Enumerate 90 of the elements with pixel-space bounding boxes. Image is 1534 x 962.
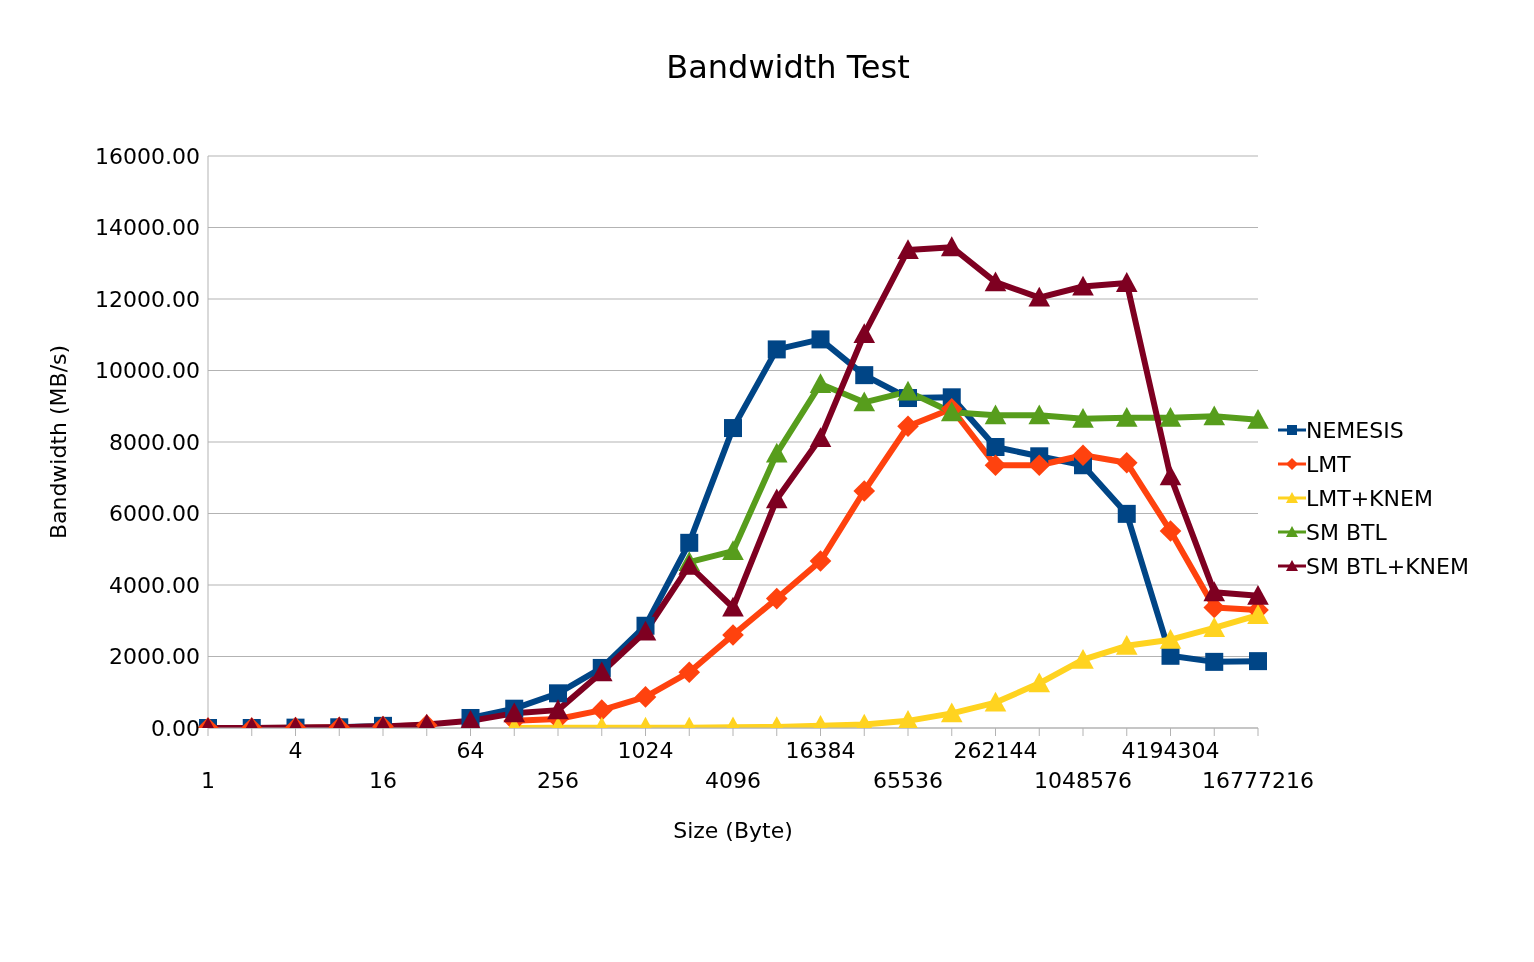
point: [897, 415, 919, 438]
y-tick-label: 10000.00: [95, 358, 200, 384]
point: [1028, 286, 1051, 307]
x-tick-label: 16777216: [1202, 768, 1314, 793]
y-tick-label: 8000.00: [109, 429, 200, 455]
point: [853, 480, 876, 502]
point: [503, 702, 526, 723]
point: [590, 661, 613, 682]
point: [722, 596, 744, 617]
point: [1247, 409, 1269, 429]
x-tick-label: 65536: [873, 768, 943, 793]
point: [765, 488, 788, 509]
point: [1072, 444, 1094, 467]
point: [634, 620, 657, 641]
point: [897, 380, 919, 401]
point: [1028, 404, 1051, 425]
point: [767, 340, 786, 359]
point: [811, 330, 830, 349]
x-tick-label: 262144: [953, 738, 1038, 763]
point: [680, 533, 699, 552]
point: [897, 710, 919, 728]
legend-label: NEMESIS: [1306, 417, 1404, 443]
chart-title: Bandwidth Test: [665, 47, 911, 88]
point: [853, 391, 876, 412]
point: [809, 550, 832, 572]
y-tick-label: 16000.00: [95, 143, 200, 169]
point: [809, 427, 832, 448]
legend-label: LMT: [1306, 451, 1351, 477]
legend-label: LMT+KNEM: [1306, 485, 1433, 511]
x-tick-label: 16384: [785, 738, 856, 763]
y-tick-label: 14000.00: [95, 215, 200, 241]
point: [634, 686, 657, 708]
point: [853, 323, 876, 344]
point: [1159, 520, 1182, 542]
point: [1028, 454, 1051, 477]
point: [1115, 451, 1138, 474]
point: [1072, 648, 1094, 669]
x-tick-label: 4: [288, 738, 303, 763]
point: [986, 438, 1005, 457]
y-tick-label: 12000.00: [95, 286, 200, 312]
point: [1159, 465, 1182, 486]
legend-label: SM BTL+KNEM: [1306, 553, 1469, 579]
x-tick-label: 1048576: [1034, 768, 1132, 793]
y-axis-title: Bandwidth (MB/s): [45, 344, 71, 540]
point: [1072, 407, 1094, 428]
x-tick-label: 4194304: [1121, 738, 1220, 763]
point: [984, 691, 1007, 712]
point: [1115, 272, 1138, 292]
point: [1203, 617, 1226, 637]
point: [984, 404, 1007, 425]
x-tick-label: 1024: [617, 738, 674, 763]
point: [855, 366, 874, 385]
point: [984, 271, 1007, 292]
y-tick-label: 4000.00: [109, 572, 200, 598]
x-tick-label: 4096: [705, 768, 761, 793]
point: [590, 699, 613, 721]
point: [1072, 275, 1094, 296]
point: [940, 702, 963, 723]
y-tick-label: 2000.00: [109, 644, 200, 670]
point: [549, 684, 567, 703]
point: [984, 454, 1007, 477]
point: [897, 239, 919, 260]
point: [724, 419, 742, 438]
point: [547, 699, 569, 720]
point: [722, 540, 744, 561]
y-tick-label: 6000.00: [109, 501, 200, 527]
point: [1203, 581, 1226, 602]
point: [765, 442, 788, 463]
point: [809, 373, 832, 394]
x-tick-label: 64: [456, 738, 485, 763]
x-tick-label: 256: [537, 768, 579, 793]
x-axis-title: Size (Byte): [673, 818, 793, 843]
legend-label: SM BTL: [1306, 519, 1387, 545]
point: [1028, 672, 1051, 693]
point: [1249, 652, 1267, 671]
point: [765, 587, 788, 610]
point: [1205, 652, 1224, 671]
point: [678, 661, 701, 684]
y-tick-label: 0.00: [151, 715, 200, 741]
point: [1115, 634, 1138, 655]
point: [722, 624, 744, 646]
point: [1203, 405, 1226, 426]
point: [1159, 406, 1182, 427]
point: [1247, 584, 1269, 605]
x-tick-label: 16: [369, 768, 397, 793]
point: [1115, 406, 1138, 427]
point: [1159, 628, 1182, 649]
point: [1247, 604, 1269, 625]
point: [1117, 504, 1136, 523]
x-tick-label: 1: [201, 768, 215, 793]
